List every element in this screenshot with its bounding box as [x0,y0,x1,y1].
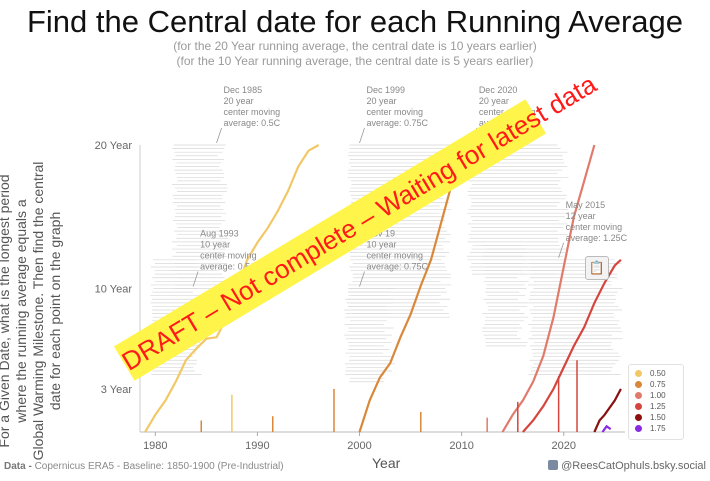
annotation-text: center moving [200,251,257,261]
legend-swatch [635,414,642,421]
legend-swatch [635,370,642,377]
legend-swatch [635,381,642,388]
y-axis-label-line: Global Warming Milestone. Then find the … [30,141,47,481]
annotation-text: 20 year [479,96,509,106]
annotation-arrow [559,243,564,258]
data-source-text: Copernicus ERA5 - Baseline: 1850-1900 (P… [35,461,284,472]
annotation-text: average: 0.5C [224,118,281,128]
annotation-text: center moving [566,222,623,232]
data-source-footer: Data - Copernicus ERA5 - Baseline: 1850-… [4,461,284,472]
author-handle-text: @ReesCatOphuls.bsky.social [561,460,706,472]
annotation-text: 20 year [367,96,397,106]
author-handle: @ReesCatOphuls.bsky.social [548,460,706,472]
annotation-text: 12 year [566,211,596,221]
annotation-arrow [217,128,222,143]
annotation-text: 10 year [200,240,230,250]
series-line-1.75 [603,426,611,432]
y-axis-label-line: where the running average equals a [13,141,30,481]
legend-label: 1.75 [650,424,666,433]
annotation-text: Dec 2020 [479,85,518,95]
annotation-text: average: 0.75C [367,262,429,272]
legend-item: 1.50 [635,412,683,423]
annotation-arrow [360,128,365,143]
x-axis-label: Year [372,455,400,471]
clipboard-icon[interactable]: 📋 [585,256,609,280]
annotation-text: Dec 1985 [224,85,263,95]
legend-item: 1.25 [635,401,683,412]
legend-item: 1.00 [635,390,683,401]
x-tick-label: 2020 [551,440,575,452]
legend-swatch [635,403,642,410]
bluesky-icon [548,460,558,470]
annotation-text: May 2015 [566,200,606,210]
legend-swatch [635,425,642,432]
data-source-label: Data - [4,461,32,472]
annotation-text: center moving [367,107,424,117]
annotation-text: Aug 1993 [200,229,239,239]
legend-item: 1.75 [635,423,683,434]
y-tick-label: 10 Year [95,284,133,296]
legend-label: 1.50 [650,413,666,422]
x-tick-label: 2010 [449,440,473,452]
y-axis-label: For a Given Date, what is the longest pe… [0,141,64,481]
series-line-1.50 [594,389,621,432]
legend-swatch [635,392,642,399]
y-axis-label-line: For a Given Date, what is the longest pe… [0,141,13,481]
legend-label: 1.00 [650,391,666,400]
x-tick-label: 1990 [245,440,269,452]
annotation-text: average: 0.75C [367,118,429,128]
annotation-text: 10 year [367,240,397,250]
legend: 0.50 0.75 1.00 1.25 1.50 1.75 [628,364,684,440]
legend-item: 0.75 [635,379,683,390]
annotation-text: average: 1.25C [566,233,628,243]
annotation-text: center moving [367,251,424,261]
legend-label: 0.75 [650,380,666,389]
annotation-arrow [360,272,365,287]
y-tick-label: 3 Year [101,384,133,396]
y-axis-label-line: date for each point on the graph [47,141,64,481]
annotation-arrow [193,272,198,287]
legend-label: 1.25 [650,402,666,411]
y-tick-label: 20 Year [95,140,133,152]
x-tick-label: 1980 [143,440,167,452]
annotation-text: Dec 1999 [367,85,406,95]
annotation-text: 20 year [224,96,254,106]
annotation-text: center moving [224,107,281,117]
legend-item: 0.50 [635,368,683,379]
x-tick-label: 2000 [347,440,371,452]
legend-label: 0.50 [650,369,666,378]
